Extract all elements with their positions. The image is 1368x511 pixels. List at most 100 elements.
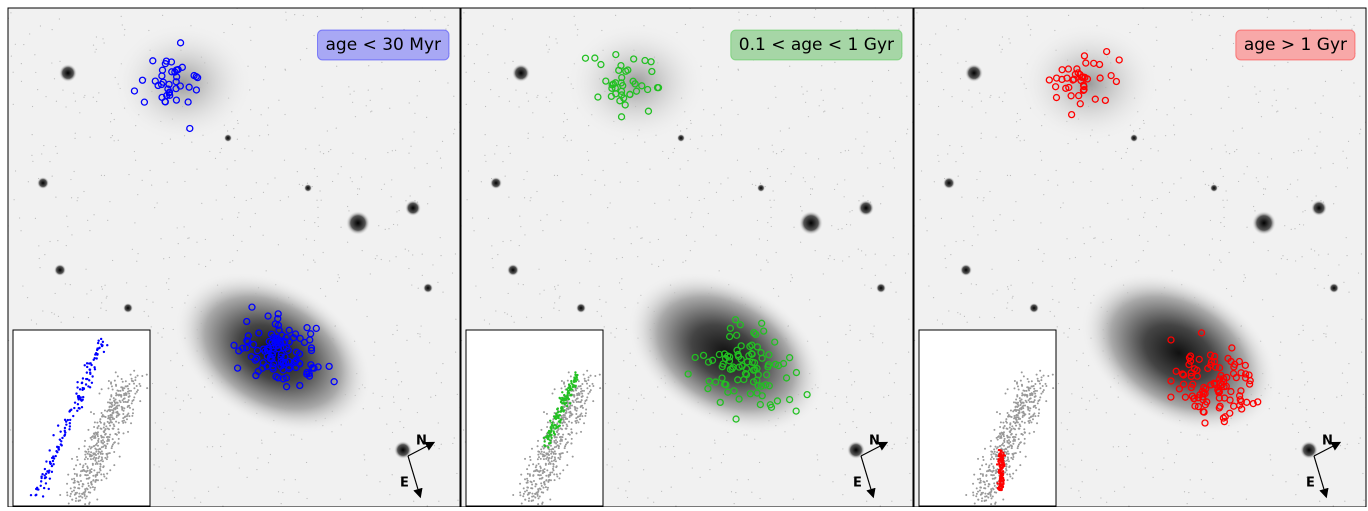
noise	[1078, 490, 1080, 492]
noise	[527, 132, 529, 134]
cmd-point	[73, 468, 76, 471]
noise	[1074, 288, 1076, 291]
cmd-point	[128, 415, 131, 418]
noise	[699, 476, 701, 478]
noise	[211, 446, 214, 448]
cluster-marker	[1112, 77, 1121, 86]
cmd-point	[528, 455, 531, 458]
noise	[766, 239, 769, 242]
cmd-point	[1018, 407, 1021, 410]
noise	[20, 80, 23, 82]
cluster-marker	[330, 378, 338, 386]
noise	[1237, 431, 1239, 433]
cmd-point	[1018, 411, 1021, 414]
noise	[214, 157, 217, 159]
cmd-point	[1014, 408, 1017, 411]
noise	[775, 153, 778, 155]
cluster-marker	[721, 354, 730, 363]
cmd-point	[557, 433, 560, 436]
noise	[1296, 196, 1298, 198]
cmd-point	[556, 441, 559, 444]
cmd-point	[79, 463, 82, 466]
noise	[246, 476, 248, 478]
cmd-point	[1014, 452, 1017, 455]
cmd-point	[581, 406, 584, 409]
cluster-marker	[716, 398, 724, 407]
cluster-marker	[1167, 336, 1175, 344]
cmd-point	[99, 465, 102, 468]
cmd-point	[542, 447, 545, 450]
cmd-point	[122, 417, 125, 420]
cmd-point	[105, 458, 108, 461]
cmd-point	[106, 455, 109, 458]
noise	[1074, 278, 1076, 280]
cmd-point	[111, 417, 114, 420]
cmd-point	[568, 420, 571, 423]
cmd-point	[543, 482, 546, 485]
noise	[870, 287, 872, 289]
noise	[19, 217, 21, 219]
noise	[577, 28, 579, 31]
cmd-point	[107, 417, 110, 420]
cmd-point	[586, 387, 589, 390]
cmd-point	[106, 401, 109, 404]
noise	[121, 24, 123, 26]
cmd-point	[134, 392, 137, 395]
noise	[1220, 261, 1222, 263]
noise	[1200, 479, 1202, 481]
noise	[1268, 8, 1270, 11]
noise	[176, 352, 178, 354]
noise	[1151, 199, 1153, 202]
noise	[1242, 65, 1244, 67]
cmd-point	[552, 465, 555, 468]
noise	[520, 226, 522, 228]
cluster-marker	[762, 371, 771, 379]
cmd-point	[106, 420, 109, 423]
cluster-marker	[648, 67, 656, 76]
cmd-point-selected	[563, 393, 566, 397]
noise	[1128, 505, 1130, 507]
noise	[429, 186, 431, 188]
cmd-point	[566, 464, 569, 467]
cmd-point	[979, 486, 982, 489]
noise	[260, 114, 262, 116]
cmd-point	[1028, 389, 1031, 392]
noise	[92, 44, 95, 46]
cmd-point	[123, 394, 126, 397]
noise	[371, 110, 373, 112]
noise	[625, 328, 627, 331]
noise	[440, 167, 443, 169]
noise	[613, 238, 615, 240]
noise	[771, 144, 773, 146]
cmd-point-selected	[48, 477, 52, 480]
noise	[770, 216, 772, 219]
cmd-point	[977, 490, 980, 493]
noise	[269, 453, 271, 456]
noise	[419, 441, 421, 443]
cmd-point	[1012, 472, 1015, 475]
noise	[337, 274, 339, 276]
cmd-point-selected	[1001, 463, 1005, 467]
cmd-point	[538, 495, 541, 498]
cmd-point	[1012, 439, 1015, 442]
noise	[976, 178, 978, 181]
noise	[730, 244, 733, 246]
noise	[1207, 438, 1209, 440]
noise	[607, 207, 609, 209]
cmd-point	[1036, 377, 1039, 380]
cmd-point	[89, 486, 92, 489]
cmd-point	[79, 495, 82, 498]
noise	[527, 100, 530, 102]
cluster-marker	[167, 58, 176, 66]
noise	[1306, 476, 1308, 478]
noise	[587, 222, 589, 224]
cmd-point	[1044, 382, 1047, 385]
noise	[860, 398, 863, 400]
noise	[217, 486, 219, 488]
cmd-point	[1017, 416, 1020, 419]
noise	[1173, 183, 1175, 185]
cmd-point-selected	[43, 476, 47, 480]
noise	[816, 454, 818, 456]
cmd-point-selected	[574, 380, 578, 383]
noise	[1183, 491, 1186, 493]
